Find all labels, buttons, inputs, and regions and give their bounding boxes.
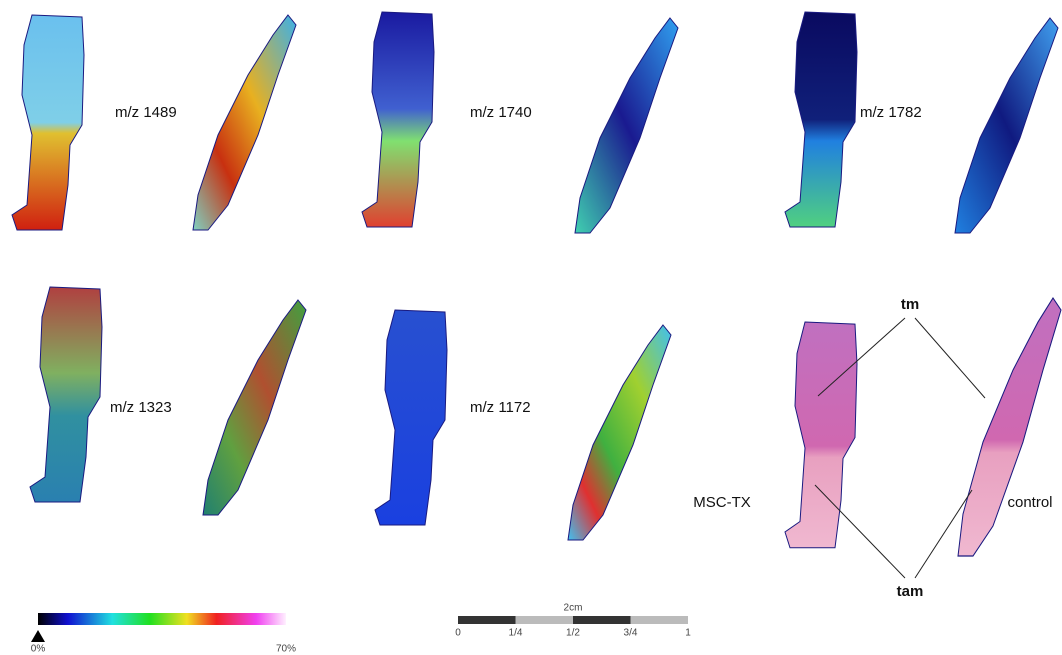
colorbar [38,613,286,625]
mz-label: m/z 1489 [115,104,177,121]
group-label: MSC-TX [693,494,751,511]
mz-label: m/z 1740 [470,104,532,121]
he-image [958,298,1061,556]
scale-bar [458,616,688,624]
tissue-image [575,18,678,233]
tissue-image [30,287,102,502]
he-image [785,322,857,548]
colorbar-max: 70% [276,644,296,655]
figure: m/z 1489 m/z 1740 m/z 1782 m/z 1323 m/z … [0,0,1062,655]
colorbar-marker [31,630,45,642]
mz-label: m/z 1782 [860,104,922,121]
tissue-image [12,15,84,230]
tissue-image [955,18,1058,233]
tissue-image [203,300,306,515]
tissue-image [568,325,671,540]
group-label: control [1007,494,1052,511]
mz-label: m/z 1172 [470,399,531,416]
tissue-image [375,310,447,525]
scale-title: 2cm [564,603,583,614]
tissue-image [193,15,296,230]
scale-tick: 1/4 [509,628,523,639]
region-label: tam [897,583,924,600]
scale-tick: 1/2 [566,628,580,639]
scale-tick: 3/4 [624,628,638,639]
scale-tick: 1 [685,628,691,639]
region-label: tm [901,296,919,313]
colorbar-min: 0% [31,644,46,655]
tissue-image [785,12,857,227]
scale-tick: 0 [455,628,461,639]
mz-label: m/z 1323 [110,399,172,416]
tissue-image [362,12,434,227]
